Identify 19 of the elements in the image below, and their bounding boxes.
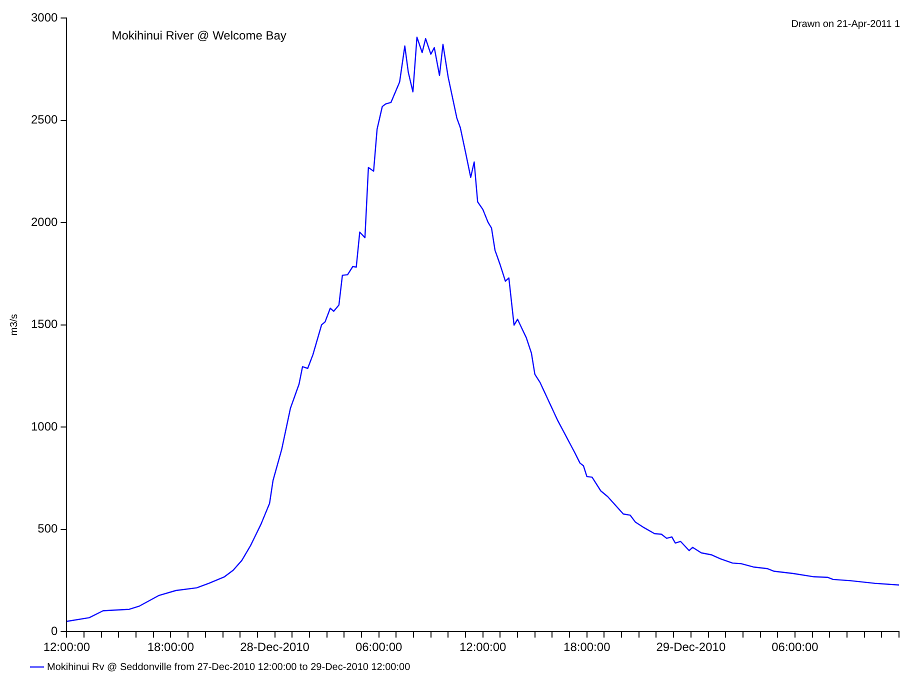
y-tick-label: 1500: [30, 317, 58, 332]
y-tick-label: 0: [51, 624, 58, 638]
x-tick-label: 18:00:00: [564, 640, 611, 654]
x-tick-label: 28-Dec-2010: [240, 640, 310, 654]
legend-label: Mokihinui Rv @ Seddonville from 27-Dec-2010 12:00:00 to 29-Dec-2010 12:00:00: [47, 662, 411, 673]
x-tick-label: 12:00:00: [459, 640, 507, 654]
y-axis-title: m3/s: [8, 314, 20, 336]
y-tick-label: 3000: [30, 10, 58, 24]
x-tick-label: 29-Dec-2010: [656, 640, 726, 654]
y-tick-label: 1000: [30, 419, 58, 434]
x-tick-label: 06:00:00: [355, 640, 402, 654]
y-tick-label: 500: [38, 522, 58, 536]
y-tick-label: 2000: [30, 214, 58, 229]
x-tick-label: 06:00:00: [772, 640, 819, 654]
y-tick-label: 2500: [30, 112, 58, 127]
x-tick-label: 12:00:00: [43, 640, 90, 654]
text: Mokihinui River @ Welcome Bay: [112, 28, 286, 42]
annotation: Drawn on 21-Apr-2011 1: [791, 18, 900, 30]
x-tick-label: 18:00:00: [147, 640, 194, 654]
